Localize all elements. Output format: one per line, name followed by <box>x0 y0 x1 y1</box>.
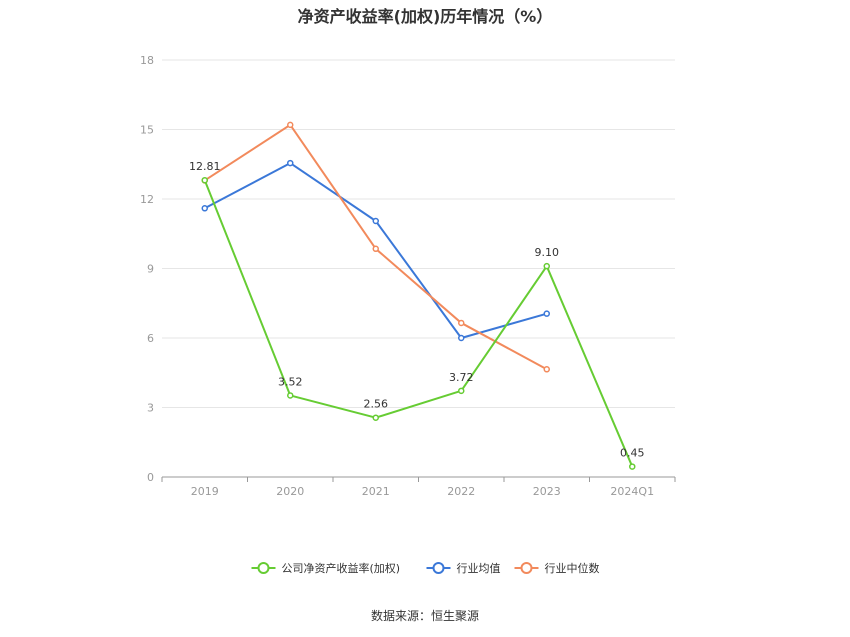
legend-item: 行业均值 <box>426 562 501 575</box>
legend-marker <box>432 562 445 574</box>
x-tick-label: 2020 <box>276 485 304 498</box>
data-label: 0.45 <box>620 447 645 460</box>
data-point <box>372 414 379 421</box>
legend-item: 行业中位数 <box>514 561 600 575</box>
axes: 0 3 6 9 12 15 18 2019 2020 2021 2022 2023 2024Q1 <box>140 54 676 498</box>
series-lines <box>201 121 636 470</box>
y-tick-label: 12 <box>140 193 154 206</box>
y-tick-label: 0 <box>147 471 154 484</box>
legend-marker <box>257 562 270 574</box>
legend: 公司净资产收益率(加权) 行业均值 行业中位数 <box>251 561 600 575</box>
data-label: 3.72 <box>449 371 474 384</box>
data-point <box>543 366 550 373</box>
data-label: 2.56 <box>364 398 389 411</box>
data-point <box>458 387 465 395</box>
chart-title: 净资产收益率(加权)历年情况（%） <box>297 7 553 26</box>
data-point <box>372 217 379 225</box>
x-tick-label: 2024Q1 <box>610 485 654 498</box>
series-line <box>203 179 634 467</box>
data-point <box>458 334 465 342</box>
source-note: 数据来源：恒生聚源 <box>370 609 479 623</box>
legend-label: 公司净资产收益率(加权) <box>282 561 401 575</box>
data-point <box>629 463 636 470</box>
data-point <box>201 176 208 184</box>
y-tick-label: 6 <box>147 332 154 345</box>
data-point <box>201 205 208 212</box>
legend-label: 行业中位数 <box>545 561 600 575</box>
y-tick-label: 15 <box>140 124 154 137</box>
legend-marker <box>520 562 533 574</box>
x-tick-label: 2022 <box>447 485 475 498</box>
y-tick-label: 18 <box>140 54 154 67</box>
legend-item: 公司净资产收益率(加权) <box>251 561 401 575</box>
data-point <box>287 159 294 167</box>
data-point <box>543 310 550 317</box>
data-labels: 12.81 3.52 2.56 3.72 9.10 0.45 <box>189 160 645 459</box>
x-tick-label: 2019 <box>191 485 219 498</box>
data-point <box>287 392 294 399</box>
data-label: 3.52 <box>278 375 303 388</box>
data-point <box>287 121 294 129</box>
data-point <box>458 319 465 327</box>
legend-label: 行业均值 <box>457 562 501 575</box>
grid-lines <box>162 59 675 408</box>
y-tick-label: 3 <box>147 402 154 415</box>
x-tick-label: 2021 <box>362 485 390 498</box>
y-tick-label: 9 <box>147 263 154 276</box>
data-label: 12.81 <box>189 160 221 173</box>
data-label: 9.10 <box>535 246 560 259</box>
x-tick-label: 2023 <box>533 485 561 498</box>
data-point <box>372 245 379 253</box>
data-point <box>543 262 550 270</box>
